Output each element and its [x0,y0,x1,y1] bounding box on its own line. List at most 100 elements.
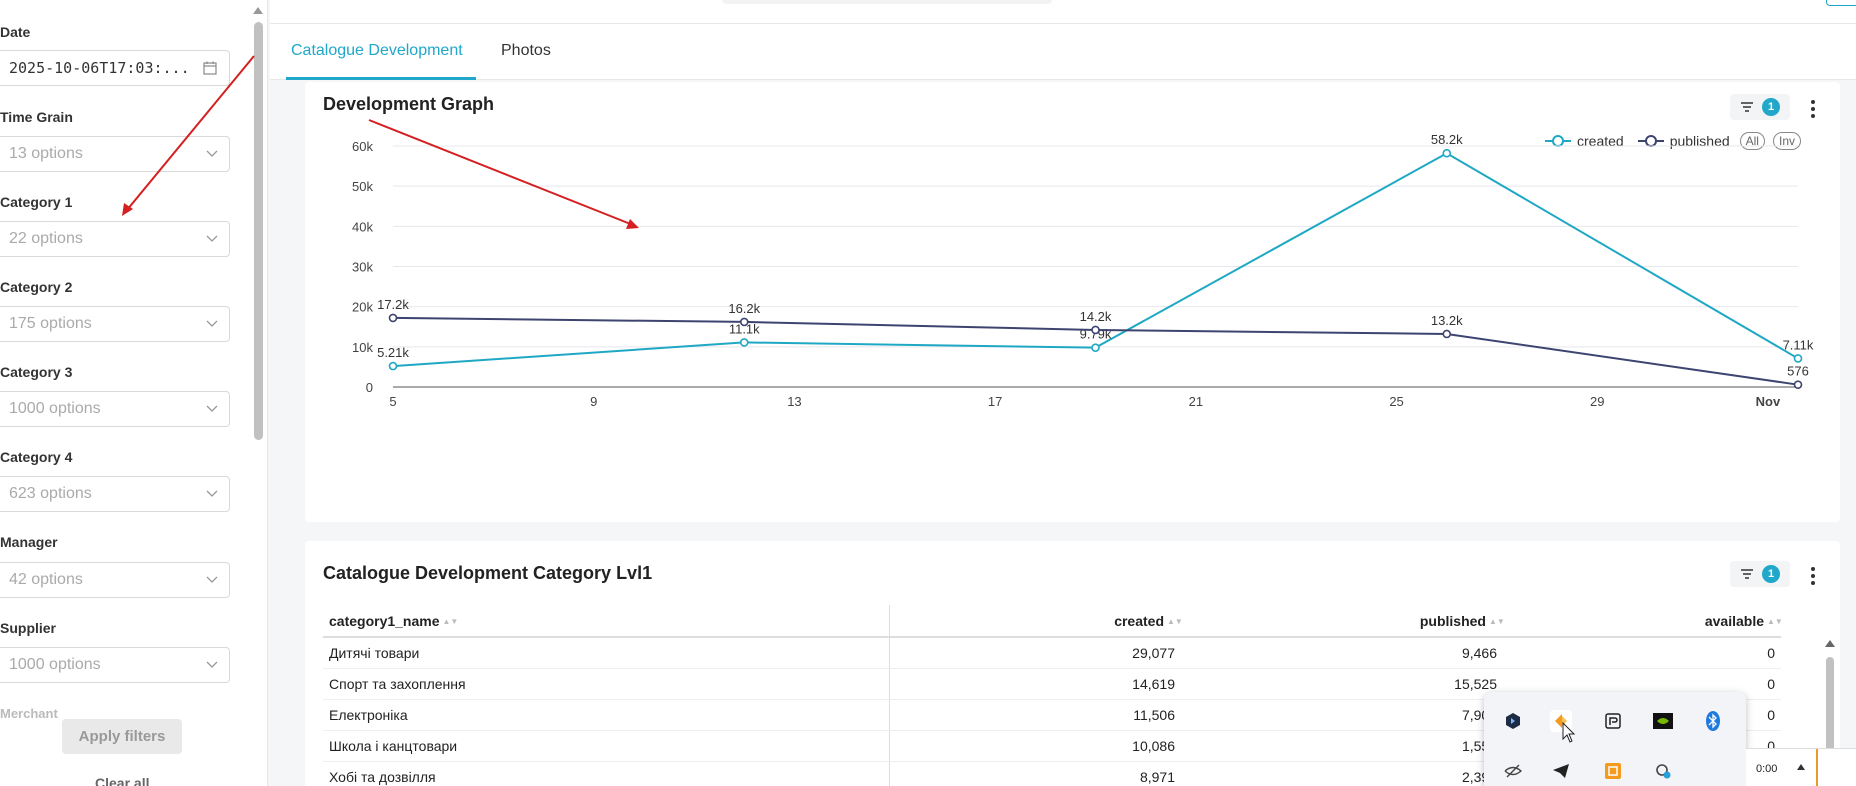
data-point-published [1091,325,1100,335]
data-label-created: 58.2k [1431,132,1463,147]
cell-created: 11,506 [889,699,1181,731]
telegram-icon[interactable] [1550,760,1572,782]
category-1-select[interactable]: 22 options [0,221,230,257]
development-graph-card: Development Graph 1 created published Al… [305,82,1840,522]
sort-icon: ▲▼ [1767,617,1783,627]
category-4-select[interactable]: 623 options [0,476,230,512]
column-header-label: available [1704,612,1764,629]
top-action-button[interactable] [1826,0,1856,6]
tab-catalogue-development[interactable]: Catalogue Development [291,42,463,59]
data-point-created [1091,343,1100,352]
data-point-created [388,361,398,371]
data-label-published: 13.2k [1431,313,1463,328]
chevron-down-icon [206,150,218,157]
calendar-icon[interactable] [203,61,217,75]
active-tab-indicator [286,77,476,80]
date-filter-label: Date [0,24,31,40]
chevron-down-icon [206,576,218,583]
taskbar-clock[interactable]: 0:00 [1756,763,1778,775]
cell-category: Школа і канцтовари [323,730,890,762]
column-header-available[interactable]: available ▲▼ [1503,605,1783,638]
date-filter-value: 2025-10-06T17:03:... [9,59,190,77]
cell-published: 9,466 [1181,637,1503,669]
cell-category: Дитячі товари [323,637,890,669]
category-3-placeholder: 1000 options [9,400,101,417]
orange-square-tray-icon[interactable] [1602,760,1624,782]
taskbar-active-app[interactable] [1816,749,1856,786]
cell-published: 15,525 [1181,668,1503,700]
table-more-menu-icon[interactable] [1803,563,1823,589]
cell-category: Електроніка [323,699,890,731]
column-header-category1-name[interactable]: category1_name ▲▼ [323,605,890,638]
cell-available: 0 [1503,637,1781,669]
scroll-up-icon[interactable] [252,6,264,16]
data-point-published [739,317,749,327]
y-tick-label: 10k [352,340,373,355]
category-2-placeholder: 175 options [9,315,92,332]
cell-created: 10,086 [889,730,1181,762]
bluetooth-icon[interactable] [1702,710,1724,732]
column-header-published[interactable]: published ▲▼ [1181,605,1505,638]
chevron-up-icon[interactable] [1796,763,1806,771]
time-grain-placeholder: 13 options [9,145,83,162]
filter-icon [1741,569,1753,579]
supplier-label: Supplier [0,620,57,636]
hidden-eye-icon[interactable] [1502,760,1524,782]
category-1-placeholder: 22 options [9,230,83,247]
data-label-published: 576 [1787,364,1809,379]
graph-more-menu-icon[interactable] [1803,96,1823,122]
legend-all-toggle[interactable]: All [1739,132,1765,150]
legend-invert-toggle[interactable]: Inv [1772,132,1801,150]
category-table: category1_name ▲▼ created ▲▼ published ▲▼ a… [323,605,1783,786]
filter-icon [1741,102,1753,112]
chevron-down-icon [206,320,218,327]
y-tick-label: 0 [366,380,373,395]
y-tick-label: 20k [352,300,373,315]
tab-photos[interactable]: Photos [501,42,551,59]
sidebar-scrollbar[interactable] [254,22,263,440]
data-label-created: 11.1k [729,321,760,336]
top-search-field[interactable] [722,0,1052,4]
mouse-cursor-icon [1562,722,1576,743]
category-table-card: Catalogue Development Category Lvl1 1 ca… [305,541,1840,786]
column-header-created[interactable]: created ▲▼ [889,605,1183,638]
apply-filters-button[interactable]: Apply filters [62,719,182,754]
y-tick-label: 30k [352,260,373,275]
graph-filter-indicator[interactable]: 1 [1730,94,1790,120]
table-title: Catalogue Development Category Lvl1 [323,563,653,583]
date-filter-input[interactable]: 2025-10-06T17:03:... [0,50,230,86]
data-point-created [1793,354,1803,363]
clipboard-tray-icon[interactable] [1602,710,1624,732]
column-header-label: published [1419,612,1486,629]
x-tick-label: 9 [590,394,597,409]
x-tick-label: 17 [988,394,1002,409]
supplier-placeholder: 1000 options [9,656,101,673]
chevron-down-icon [206,405,218,412]
network-gear-icon[interactable] [1652,760,1674,782]
chart-legend: created published All Inv [1545,132,1801,150]
y-tick-label: 60k [352,139,373,154]
category-2-label: Category 2 [0,279,73,295]
nvidia-tray-icon[interactable] [1652,710,1674,732]
legend-created-label[interactable]: created [1577,133,1624,149]
category-4-label: Category 4 [0,449,73,465]
data-label-published: 16.2k [728,301,760,316]
category-3-select[interactable]: 1000 options [0,391,230,427]
app-tray-icon[interactable] [1502,710,1524,732]
table-filter-indicator[interactable]: 1 [1730,561,1790,587]
clear-all-button[interactable]: Clear all [95,775,150,786]
time-grain-select[interactable]: 13 options [0,136,230,172]
category-1-label: Category 1 [0,194,73,210]
graph-title: Development Graph [323,94,495,114]
data-label-created: 7.11k [1783,337,1814,352]
category-2-select[interactable]: 175 options [0,306,230,342]
data-point-published [388,313,398,323]
y-tick-label: 40k [352,219,373,234]
manager-select[interactable]: 42 options [0,562,230,598]
development-line-chart: 0 10k 20k 30k 40k 50k 60k 5 9 13 17 21 25 29 Nov 5.21k 1… [352,132,1814,409]
chevron-down-icon [206,661,218,668]
x-tick-label: 29 [1590,394,1604,409]
supplier-select[interactable]: 1000 options [0,647,230,683]
x-tick-label: 21 [1189,394,1203,409]
legend-published-label[interactable]: published [1669,133,1730,149]
